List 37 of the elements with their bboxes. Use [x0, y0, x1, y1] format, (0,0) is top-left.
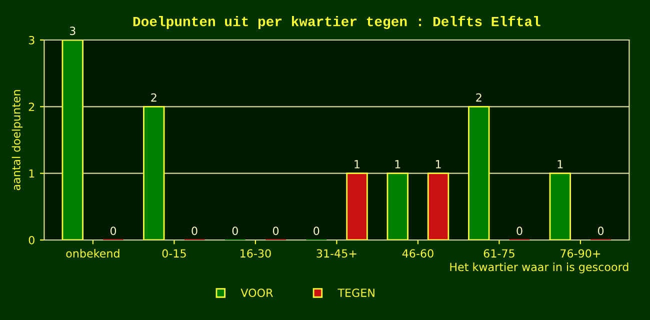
- data-label: 1: [558, 160, 563, 168]
- bar: [346, 172, 368, 240]
- data-label: 1: [395, 160, 400, 168]
- y-tick-label: 0: [28, 236, 34, 244]
- data-label: 3: [70, 26, 76, 36]
- legend-label: VOOR: [240, 288, 273, 297]
- y-tick-label: 1: [29, 169, 34, 178]
- data-label: 0: [232, 226, 238, 236]
- chart-title: Doelpunten uit per kwartier tegen : Delfts Elftal: [133, 16, 540, 30]
- data-label: 0: [272, 226, 279, 236]
- x-axis-title: Het kwartier waar in is gescoord: [450, 262, 628, 274]
- x-tick-label: 61-75: [484, 249, 514, 258]
- y-tick-label: 2: [28, 102, 34, 111]
- x-tick-label: 46-60: [402, 249, 434, 258]
- bar: [386, 172, 408, 240]
- data-label: 0: [314, 226, 320, 236]
- x-tick-label: 31-45+: [316, 249, 356, 258]
- bar: [549, 172, 571, 240]
- data-label: 0: [192, 226, 198, 236]
- data-label: 0: [110, 226, 116, 236]
- x-tick-label: 0-15: [162, 249, 186, 258]
- data-label: 2: [151, 93, 156, 102]
- x-tick-label: 16-30: [240, 249, 271, 258]
- legend-label: TEGEN: [338, 288, 374, 297]
- data-label: 2: [476, 93, 482, 102]
- bar: [427, 172, 450, 240]
- x-tick-label: 76-90+: [560, 249, 600, 258]
- bar: [468, 106, 490, 240]
- x-tick-label: onbekend: [66, 249, 120, 258]
- bar: [143, 106, 165, 240]
- data-label: 0: [516, 226, 522, 236]
- bar: [62, 40, 84, 240]
- data-label: 1: [354, 160, 360, 168]
- data-label: 0: [598, 226, 604, 236]
- y-tick-label: 3: [28, 36, 34, 44]
- y-axis-title: aantal doelpunten: [12, 90, 23, 190]
- data-label: 1: [436, 160, 441, 168]
